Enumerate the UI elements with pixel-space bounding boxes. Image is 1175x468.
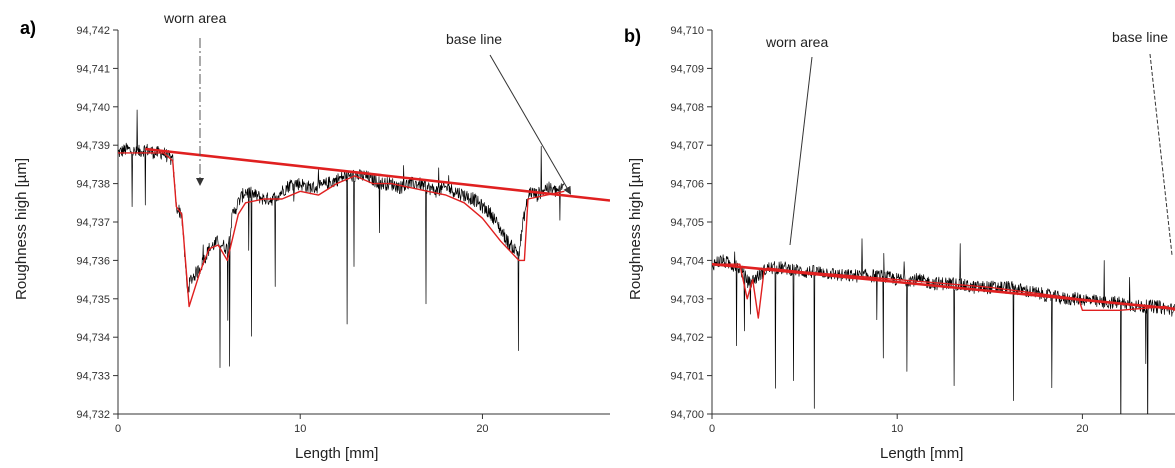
plot-area-a — [118, 109, 610, 368]
annotation-base-line-a: base line — [446, 31, 502, 47]
chart-panel-b: b) 94,70094,70194,70294,70394,70494,7059… — [624, 25, 1175, 462]
series-profile-a — [118, 109, 565, 368]
x-ticks-a: 0 10 20 — [115, 414, 489, 435]
y-tick-label: 94,705 — [670, 217, 704, 229]
y-tick-label: 94,706 — [670, 179, 704, 191]
y-tick-label: 94,732 — [76, 409, 110, 421]
base-line-leader-b — [1149, 53, 1173, 256]
x-axis-label-a: Length [mm] — [295, 445, 378, 462]
x-tick-label: 10 — [891, 423, 903, 435]
y-axis-label-b: Roughness high [µm] — [627, 158, 644, 300]
y-tick-label: 94,742 — [76, 25, 110, 37]
y-tick-label: 94,734 — [76, 332, 110, 344]
base-line-leader-a — [489, 54, 572, 195]
y-tick-label: 94,739 — [76, 140, 110, 152]
x-axis-label-b: Length [mm] — [880, 445, 963, 462]
x-tick-label: 10 — [294, 423, 306, 435]
y-tick-label: 94,740 — [76, 102, 110, 114]
y-tick-label: 94,707 — [670, 140, 704, 152]
x-tick-label: 20 — [476, 423, 488, 435]
y-tick-label: 94,741 — [76, 63, 110, 75]
series-base-line-a — [145, 147, 610, 202]
annotation-worn-area-a: worn area — [163, 10, 226, 26]
y-tick-label: 94,737 — [76, 217, 110, 229]
y-tick-label: 94,700 — [670, 409, 704, 421]
y-tick-label: 94,738 — [76, 179, 110, 191]
x-tick-label: 0 — [115, 423, 121, 435]
y-ticks-a: 94,732 94,733 94,734 94,735 94,736 94,737 94,7… — [76, 25, 118, 421]
y-tick-label: 94,702 — [670, 332, 704, 344]
y-tick-label: 94,704 — [670, 255, 704, 267]
y-axis-label-a: Roughness high [µm] — [13, 158, 30, 300]
panel-label-b: b) — [624, 26, 641, 46]
x-tick-label: 20 — [1076, 423, 1088, 435]
y-tick-label: 94,710 — [670, 25, 704, 37]
series-base-line-b — [712, 262, 1175, 311]
annotation-worn-area-b: worn area — [765, 34, 828, 50]
y-tick-label: 94,709 — [670, 63, 704, 75]
y-ticks-b: 94,700 94,701 94,702 94,703 94,704 94,705 94,7… — [670, 25, 712, 421]
chart-panel-a: a) 94,73294,73394,73494,73594,73694,7379… — [13, 10, 610, 462]
annotation-base-line-b: base line — [1112, 29, 1168, 45]
series-profile-b — [712, 238, 1175, 414]
y-tick-label: 94,736 — [76, 255, 110, 267]
y-tick-label: 94,701 — [670, 371, 704, 383]
plot-area-b — [712, 238, 1175, 414]
y-tick-label: 94,703 — [670, 294, 704, 306]
x-ticks-b: 0 10 20 — [709, 414, 1089, 435]
series-smoothed-a — [118, 152, 565, 308]
x-tick-label: 0 — [709, 423, 715, 435]
panel-label-a: a) — [20, 18, 36, 38]
y-tick-label: 94,735 — [76, 294, 110, 306]
y-tick-label: 94,733 — [76, 371, 110, 383]
y-tick-label: 94,708 — [670, 102, 704, 114]
worn-area-leader-b — [789, 56, 813, 246]
